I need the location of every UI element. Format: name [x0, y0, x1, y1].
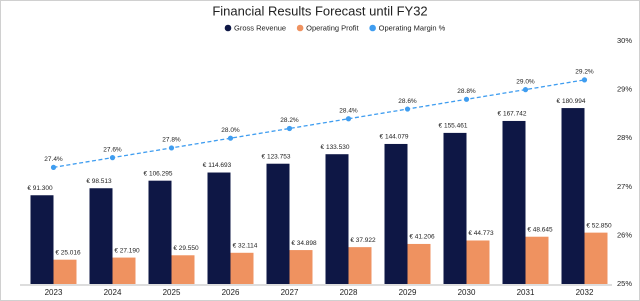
margin-point [50, 164, 57, 170]
y2-tick-label: 30% [617, 36, 632, 45]
value-label: € 32.114 [233, 243, 258, 250]
legend-label: Operating Profit [306, 23, 359, 32]
bar [561, 108, 585, 285]
bar [466, 240, 490, 284]
value-label: 28.8% [457, 88, 476, 95]
x-tick-label: 2024 [104, 288, 122, 297]
legend-marker [296, 24, 304, 32]
legend-marker [224, 24, 232, 32]
bar [584, 232, 608, 284]
value-label: € 44.773 [468, 230, 494, 237]
x-tick-label: 2026 [222, 288, 240, 297]
margin-point [522, 87, 529, 93]
bar [266, 163, 290, 284]
bar [407, 243, 431, 284]
bar [171, 255, 195, 284]
value-label: € 98.513 [86, 178, 112, 185]
y2-tick-label: 26% [617, 230, 632, 239]
value-label: € 91.300 [27, 185, 53, 192]
value-label: € 123.753 [262, 153, 291, 160]
value-label: 29.2% [575, 69, 594, 76]
value-label: 27.6% [103, 146, 122, 153]
x-tick-label: 2025 [163, 288, 181, 297]
legend-label: Gross Revenue [234, 23, 286, 32]
bar [289, 250, 313, 284]
bar [502, 120, 526, 284]
x-tick-label: 2030 [458, 288, 476, 297]
value-label: € 48.645 [527, 226, 553, 233]
value-label: € 133.530 [321, 144, 350, 151]
value-label: € 180.994 [557, 98, 586, 105]
value-label: € 34.898 [291, 240, 317, 247]
bar [207, 172, 231, 284]
chart-title: Financial Results Forecast until FY32 [212, 3, 427, 18]
margin-point [168, 145, 175, 151]
value-label: € 114.693 [203, 162, 232, 169]
legend-marker [369, 24, 376, 32]
bar [443, 132, 467, 284]
margin-point [463, 96, 470, 102]
x-tick-label: 2027 [281, 288, 299, 297]
value-label: 28.4% [339, 107, 358, 114]
margin-point [109, 155, 116, 161]
value-label: € 41.206 [409, 234, 435, 241]
value-label: € 155.461 [439, 123, 468, 130]
bar [348, 247, 372, 284]
bar [30, 195, 54, 284]
x-tick-label: 2029 [399, 288, 417, 297]
bar [384, 143, 408, 284]
margin-point [227, 135, 234, 141]
x-tick-label: 2023 [45, 288, 63, 297]
value-label: € 167.742 [498, 111, 527, 118]
margin-point [286, 125, 293, 132]
value-label: € 25.016 [55, 249, 81, 256]
x-tick-label: 2032 [576, 288, 594, 297]
value-label: 28.6% [398, 98, 417, 105]
bar [112, 257, 136, 284]
value-label: € 29.550 [173, 245, 199, 252]
x-tick-label: 2031 [517, 288, 535, 297]
bar [325, 154, 349, 284]
margin-point [581, 77, 588, 83]
value-label: 27.8% [162, 137, 181, 144]
value-label: € 144.079 [380, 134, 409, 141]
y2-tick-label: 29% [617, 85, 632, 94]
bar [53, 259, 77, 284]
bar [230, 252, 254, 284]
value-label: € 37.922 [350, 237, 376, 244]
value-label: 28.2% [280, 117, 299, 124]
value-label: 28.0% [221, 127, 240, 134]
y2-tick-label: 25% [617, 279, 632, 288]
value-label: 29.0% [516, 78, 535, 85]
legend-label: Operating Margin % [379, 23, 446, 32]
y2-tick-label: 28% [617, 133, 632, 142]
value-label: € 106.295 [144, 170, 173, 177]
bar [89, 188, 113, 284]
value-label: € 27.190 [114, 247, 140, 254]
margin-point [345, 116, 352, 122]
value-label: 27.4% [44, 156, 63, 163]
x-tick-label: 2028 [340, 288, 358, 297]
bar [525, 236, 549, 284]
value-label: € 52.850 [586, 222, 612, 229]
bar [148, 180, 172, 284]
margin-point [404, 106, 411, 112]
y2-tick-label: 27% [617, 182, 632, 191]
margin-line [53, 79, 585, 169]
